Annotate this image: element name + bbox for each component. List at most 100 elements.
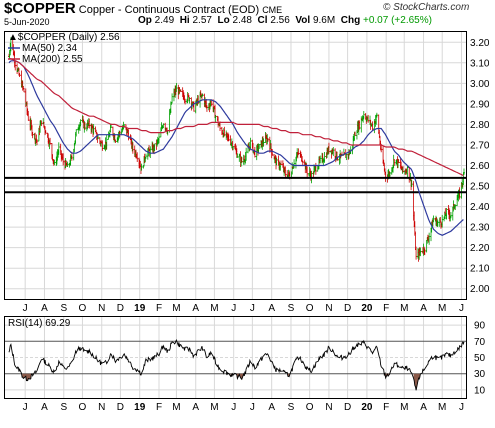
- price-bar: [205, 105, 208, 112]
- price-bar: [262, 138, 265, 147]
- chart-title: $COPPER Copper - Continuous Contract (EO…: [4, 0, 282, 17]
- high-value: 2.57: [192, 15, 212, 26]
- price-bar: [27, 110, 30, 121]
- rsi-x-tick-label: S: [288, 402, 295, 413]
- rsi-x-tick-label: J: [23, 402, 28, 413]
- price-bar: [362, 111, 365, 120]
- price-bar: [419, 247, 422, 257]
- price-bar: [428, 232, 431, 245]
- price-x-tick-label: D: [344, 303, 351, 314]
- close-value: 2.56: [270, 15, 290, 26]
- stockcharts-credit: © StockCharts.com: [383, 2, 470, 13]
- price-bar: [40, 120, 43, 127]
- price-x-tick-label: J: [23, 303, 28, 314]
- price-bar: [332, 147, 335, 157]
- rsi-x-tick-label: D: [117, 402, 124, 413]
- volume-value: 9.6M: [312, 15, 336, 26]
- price-bar: [62, 153, 65, 166]
- price-bar: [319, 155, 322, 164]
- price-tick-label: 2.70: [470, 140, 490, 151]
- price-tick-label: 2.90: [470, 99, 490, 110]
- ma50-line: [8, 60, 464, 236]
- price-x-tick-label: D: [117, 303, 124, 314]
- exchange: CME: [262, 5, 283, 15]
- rsi-x-tick-label: M: [400, 402, 408, 413]
- rsi-line-group: [8, 338, 465, 391]
- rsi-x-tick-label: S: [60, 402, 67, 413]
- price-bar: [314, 162, 317, 175]
- price-bar: [75, 129, 78, 137]
- price-bar: [136, 152, 139, 162]
- price-tick-label: 3.10: [470, 58, 490, 69]
- rsi-x-tick-label: D: [344, 402, 351, 413]
- rsi-x-tick-label: F: [156, 402, 162, 413]
- price-x-tick-label: A: [192, 303, 199, 314]
- price-bar: [53, 159, 56, 166]
- price-bar: [83, 122, 86, 130]
- legend-rsi: RSI(14) 69.29: [8, 318, 71, 329]
- price-bar: [22, 87, 25, 93]
- rsi-x-tick-label: A: [41, 402, 48, 413]
- price-tick-label: 2.30: [470, 223, 490, 234]
- price-bar: [306, 166, 309, 179]
- price-bar: [280, 160, 283, 165]
- price-tick-label: 2.10: [470, 264, 490, 275]
- rsi-x-tick-label: 19: [134, 402, 146, 413]
- rsi-axis-labels: 10 30 50 70 90: [474, 321, 486, 397]
- price-bar: [232, 145, 235, 151]
- price-tick-label: 2.20: [470, 243, 490, 254]
- price-x-tick-label: A: [41, 303, 48, 314]
- price-bar: [236, 153, 239, 158]
- rsi-tick-label: 50: [474, 353, 486, 364]
- rsi-x-tick-label: N: [98, 402, 105, 413]
- price-bar: [97, 135, 100, 140]
- price-bar: [162, 123, 165, 129]
- price-bar: [393, 159, 396, 166]
- rsi-x-tick-label: J: [231, 402, 236, 413]
- price-bar: [88, 118, 91, 129]
- price-bar: [240, 157, 243, 163]
- price-bar: [271, 149, 274, 156]
- price-tick-label: 2.50: [470, 182, 490, 193]
- rsi-x-tick-label: A: [268, 402, 275, 413]
- rsi-grid: [5, 317, 466, 398]
- moving-average-lines: [8, 58, 464, 236]
- price-bar: [432, 215, 435, 223]
- rsi-x-tick-label: N: [325, 402, 332, 413]
- price-bar: [449, 211, 452, 219]
- rsi-tick-label: 30: [474, 369, 486, 380]
- rsi-oversold-area: [385, 373, 390, 378]
- price-bar: [188, 97, 191, 104]
- date-axis-labels: JJAASSOONNDD1919FFMMAAMMJJJJAASSOONNDD20…: [23, 303, 464, 413]
- rsi-tick-label: 10: [474, 385, 486, 396]
- low-value: 2.48: [232, 15, 252, 26]
- volume-label: Vol: [295, 15, 311, 26]
- price-x-tick-label: S: [60, 303, 67, 314]
- price-x-tick-label: M: [210, 303, 218, 314]
- price-tick-label: 2.60: [470, 161, 490, 172]
- chart-date: 5-Jun-2020: [4, 17, 50, 27]
- price-bar: [158, 132, 161, 144]
- price-bar: [358, 120, 361, 130]
- rsi-x-tick-label: A: [420, 402, 427, 413]
- rsi-x-tick-label: M: [210, 402, 218, 413]
- price-bar: [179, 89, 182, 93]
- open-value: 2.49: [154, 15, 175, 26]
- rsi-x-tick-label: F: [383, 402, 389, 413]
- price-bar: [49, 137, 52, 145]
- price-x-tick-label: 19: [134, 303, 146, 314]
- price-bar: [114, 139, 117, 144]
- price-bar: [441, 214, 444, 228]
- price-bar: [327, 142, 330, 154]
- price-bar: [66, 161, 69, 167]
- price-bar: [415, 246, 418, 260]
- price-bar: [445, 207, 448, 220]
- price-tick-label: 2.00: [470, 284, 490, 295]
- price-bar: [223, 126, 226, 137]
- price-bars: [8, 37, 465, 262]
- price-bar: [258, 144, 261, 149]
- price-x-tick-label: N: [98, 303, 105, 314]
- price-x-tick-label: F: [383, 303, 389, 314]
- open-label: Op: [138, 15, 152, 26]
- price-tick-label: 3.20: [470, 38, 490, 49]
